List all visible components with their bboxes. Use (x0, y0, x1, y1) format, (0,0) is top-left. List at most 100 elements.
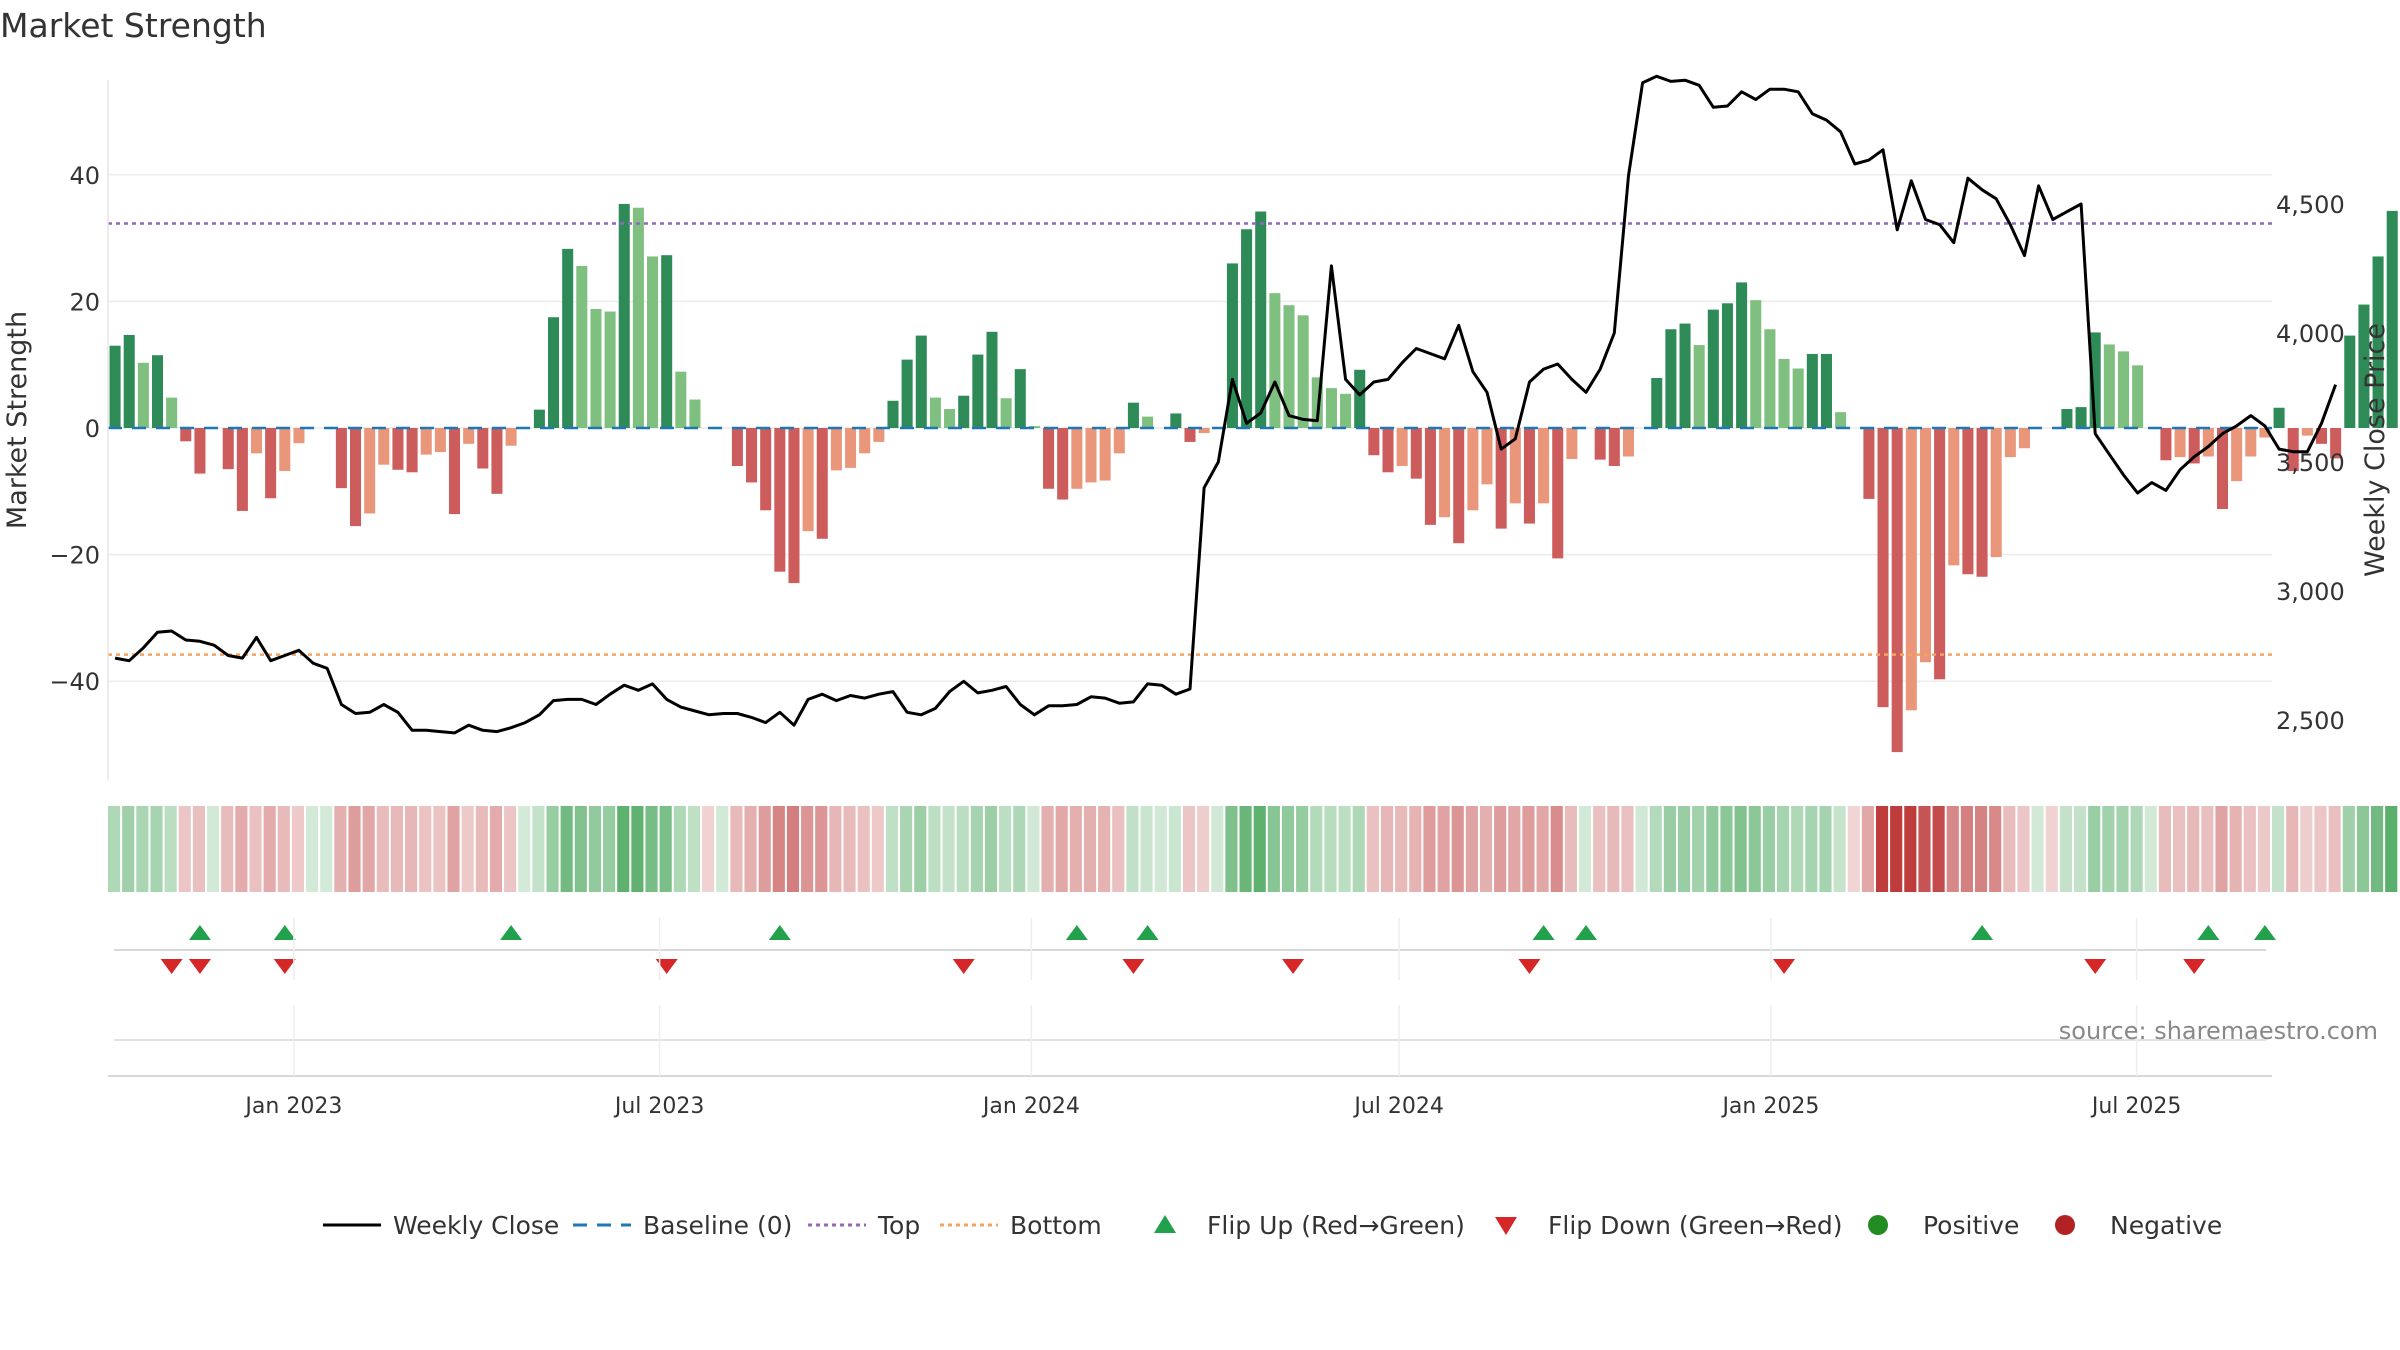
strength-bar (293, 428, 305, 444)
heat-band-cell (2314, 806, 2327, 892)
heat-band-cell (1069, 806, 1082, 892)
strength-bar (887, 400, 899, 428)
strength-bar (1000, 398, 1012, 428)
heat-band-cell (758, 806, 771, 892)
weekly-close-polyline (114, 74, 2338, 735)
strength-bar (1806, 353, 1818, 428)
heat-band-cell (1494, 806, 1507, 892)
heat-band-cell (546, 806, 559, 892)
heat-band-cell (999, 806, 1012, 892)
flip-down-triangle (188, 959, 211, 974)
heat-band-cell (1791, 806, 1804, 892)
heat-band-cell (1126, 806, 1139, 892)
strength-bar (1453, 428, 1465, 544)
heat-band-cell (1041, 806, 1054, 892)
heat-band-cell (1197, 806, 1210, 892)
heat-band-cell (659, 806, 672, 892)
heat-band-cell (645, 806, 658, 892)
heat-band-cell (716, 806, 729, 892)
heat-band-cell (306, 806, 319, 892)
strength-bar (236, 428, 248, 511)
heat-band-cell (1338, 806, 1351, 892)
heat-band-cell (1451, 806, 1464, 892)
heat-band-cell (1140, 806, 1153, 892)
flip-up-triangle (2253, 925, 2276, 940)
strength-bar (1142, 416, 1154, 428)
heat-band-cell (504, 806, 517, 892)
strength-bar (1340, 393, 1352, 428)
strength-bar (1891, 428, 1903, 753)
heat-band-cell (2045, 806, 2058, 892)
strength-bar (1651, 377, 1663, 428)
heat-band-cell (334, 806, 347, 892)
strength-bar (562, 248, 574, 428)
source-credit: source: sharemaestro.com (2059, 1017, 2378, 1045)
strength-bar (2117, 351, 2130, 428)
strength-bar (1835, 412, 1847, 428)
heat-band-cell (1989, 806, 2002, 892)
strength-bar (1043, 428, 1055, 489)
x-tick-label: Jul 2024 (1352, 1094, 1444, 1119)
heat-band-cell (263, 806, 276, 892)
strength-bar (335, 428, 347, 489)
strength-bar (1439, 428, 1451, 518)
heat-band-cell (164, 806, 177, 892)
strength-bar (1241, 229, 1253, 428)
flip-down-triangle (1282, 959, 1305, 974)
strength-bar (2061, 409, 2073, 428)
heat-band-cell (2059, 806, 2072, 892)
strength-bar (279, 428, 291, 472)
heat-band-cell (348, 806, 361, 892)
heat-band-cell (2073, 806, 2087, 892)
weekly-close-line (114, 74, 2338, 735)
strength-bar (1170, 413, 1182, 428)
heat-band-cell (2229, 806, 2242, 892)
heat-band-cell (2328, 806, 2341, 892)
legend-label: Baseline (0) (643, 1211, 792, 1240)
strength-bar (1354, 369, 1366, 428)
heat-band-cell (1380, 806, 1394, 892)
strength-bar (449, 428, 461, 515)
legend-label: Bottom (1010, 1211, 1102, 1240)
strength-bar (590, 308, 602, 428)
strength-bar (2103, 344, 2115, 428)
strength-bar (1113, 428, 1125, 454)
heat-band-cell (1112, 806, 1125, 892)
strength-bar (166, 397, 178, 428)
strength-bar (1297, 315, 1309, 428)
heat-band-cell (1776, 806, 1790, 892)
strength-bar (1226, 263, 1238, 428)
strength-bar (1467, 428, 1479, 511)
strength-bar (802, 428, 814, 532)
heat-band-cell (1635, 806, 1648, 892)
heat-band-cell (2385, 806, 2398, 892)
heat-band-cell (489, 806, 503, 892)
heat-band-cell (1805, 806, 1818, 892)
strength-bar (1184, 428, 1196, 442)
strength-bar (378, 428, 390, 465)
flip-up-triangle (1575, 925, 1598, 940)
heat-band-cell (1296, 806, 1309, 892)
legend-label: Negative (2110, 1211, 2222, 1240)
heat-band-cell (277, 806, 290, 892)
heat-band-cell (588, 806, 602, 892)
strength-bar (1283, 305, 1295, 428)
strength-bar (1523, 428, 1535, 524)
heat-band-cell (2003, 806, 2016, 892)
heat-band-cell (1154, 806, 1167, 892)
strength-bar (2358, 304, 2370, 428)
heat-band-cell (433, 806, 446, 892)
flip-up-triangle (1065, 925, 1088, 940)
strength-bar (859, 428, 871, 454)
strength-bar (1382, 428, 1394, 473)
y2-tick-label: 4,000 (2276, 320, 2345, 348)
strength-bar (2231, 428, 2243, 482)
y-axis-label: Market Strength (2, 311, 33, 529)
x-tick-label: Jan 2024 (981, 1094, 1080, 1119)
strength-bar (2315, 428, 2328, 444)
heat-band-cell (2102, 806, 2115, 892)
strength-bar (1071, 428, 1083, 489)
heat-band-cell (1310, 806, 1323, 892)
heat-band-cell (1479, 806, 1493, 892)
strength-bar (2202, 428, 2214, 457)
